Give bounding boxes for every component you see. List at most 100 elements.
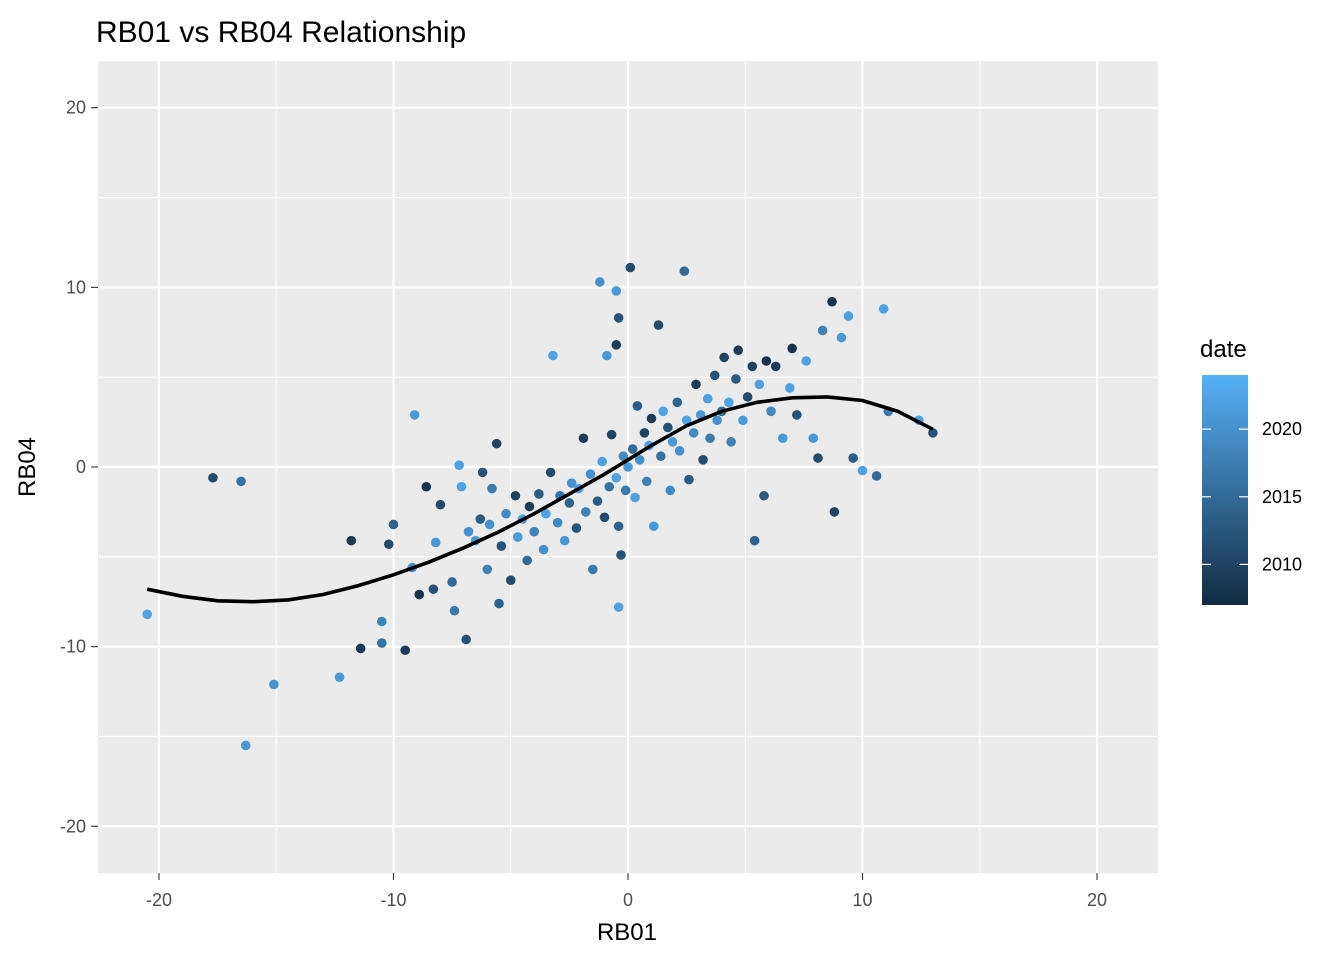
- data-point: [663, 422, 673, 433]
- data-point: [376, 638, 387, 648]
- x-axis-title: RB01: [597, 919, 657, 946]
- data-point: [595, 277, 605, 287]
- data-point: [742, 392, 753, 402]
- data-point: [639, 428, 650, 438]
- data-point: [461, 634, 471, 645]
- data-point: [630, 492, 640, 503]
- data-point: [510, 490, 521, 501]
- data-point: [522, 555, 532, 566]
- data-point: [383, 539, 394, 550]
- data-point: [236, 476, 246, 487]
- data-point: [606, 429, 617, 440]
- data-point: [656, 451, 666, 462]
- y-tick-label: 10: [66, 277, 86, 297]
- data-point: [604, 481, 615, 492]
- data-point: [346, 535, 357, 546]
- data-point: [559, 535, 570, 546]
- data-point: [709, 370, 720, 381]
- data-point: [611, 286, 622, 296]
- data-point: [409, 410, 420, 420]
- data-point: [541, 508, 551, 519]
- data-point: [484, 519, 495, 530]
- data-point: [599, 512, 610, 523]
- x-tick-label: 20: [1087, 890, 1107, 910]
- data-point: [817, 325, 828, 336]
- data-point: [501, 508, 511, 519]
- data-point: [491, 438, 502, 449]
- data-point: [597, 456, 608, 467]
- data-point: [712, 415, 722, 426]
- data-point: [142, 609, 153, 620]
- data-point: [684, 474, 694, 485]
- data-point: [843, 311, 854, 321]
- data-point: [641, 476, 652, 487]
- data-point: [538, 544, 549, 555]
- data-point: [702, 393, 713, 404]
- data-point: [430, 537, 441, 548]
- data-point: [857, 465, 868, 476]
- data-point: [928, 428, 938, 438]
- data-point: [646, 413, 657, 424]
- y-axis-ticks: -20 -10 0 10 20: [60, 98, 98, 836]
- data-point: [634, 455, 645, 465]
- data-point: [534, 489, 544, 499]
- data-point: [269, 679, 279, 690]
- data-point: [705, 433, 715, 444]
- data-point: [777, 433, 788, 444]
- data-point: [494, 598, 504, 609]
- data-point: [463, 526, 474, 537]
- legend-colorbar: [1202, 375, 1248, 605]
- data-point: [623, 462, 633, 472]
- data-point: [625, 262, 636, 273]
- data-point: [456, 481, 467, 492]
- data-point: [648, 521, 659, 532]
- data-point: [871, 471, 882, 481]
- data-point: [679, 266, 690, 276]
- data-point: [449, 605, 460, 616]
- data-point: [785, 383, 795, 393]
- data-point: [454, 460, 464, 471]
- data-point: [813, 453, 823, 463]
- y-tick-label: 0: [76, 457, 86, 477]
- data-point: [667, 437, 678, 447]
- data-point: [482, 564, 493, 575]
- data-point: [548, 350, 558, 361]
- data-point: [613, 602, 624, 612]
- data-point: [733, 345, 744, 356]
- y-tick-label: 20: [66, 98, 86, 118]
- data-point: [724, 397, 734, 408]
- x-tick-label: 10: [852, 890, 872, 910]
- data-point: [334, 672, 345, 682]
- data-point: [827, 296, 837, 307]
- data-point: [376, 616, 387, 627]
- chart-title: RB01 vs RB04 Relationship: [96, 16, 466, 49]
- data-point: [766, 406, 776, 417]
- y-tick-label: -10: [60, 637, 86, 657]
- data-point: [529, 526, 539, 537]
- data-point: [592, 496, 603, 506]
- data-point: [738, 415, 748, 426]
- legend-title: date: [1200, 336, 1247, 363]
- x-tick-label: -10: [380, 890, 406, 910]
- data-point: [754, 379, 765, 390]
- data-point: [428, 584, 439, 594]
- data-point: [627, 444, 638, 454]
- data-point: [475, 514, 486, 524]
- data-point: [487, 483, 497, 494]
- data-point: [611, 472, 622, 483]
- data-point: [400, 645, 411, 656]
- data-point: [388, 519, 399, 530]
- data-point: [829, 507, 840, 517]
- data-point: [552, 517, 563, 528]
- data-point: [580, 507, 591, 517]
- y-tick-label: -20: [60, 816, 86, 836]
- y-axis-title: RB04: [14, 437, 41, 497]
- data-point: [681, 415, 692, 426]
- data-point: [653, 320, 664, 330]
- data-point: [770, 361, 781, 372]
- data-point: [435, 499, 446, 510]
- x-tick-label: 0: [623, 890, 633, 910]
- data-point: [726, 437, 736, 447]
- data-point: [759, 490, 769, 501]
